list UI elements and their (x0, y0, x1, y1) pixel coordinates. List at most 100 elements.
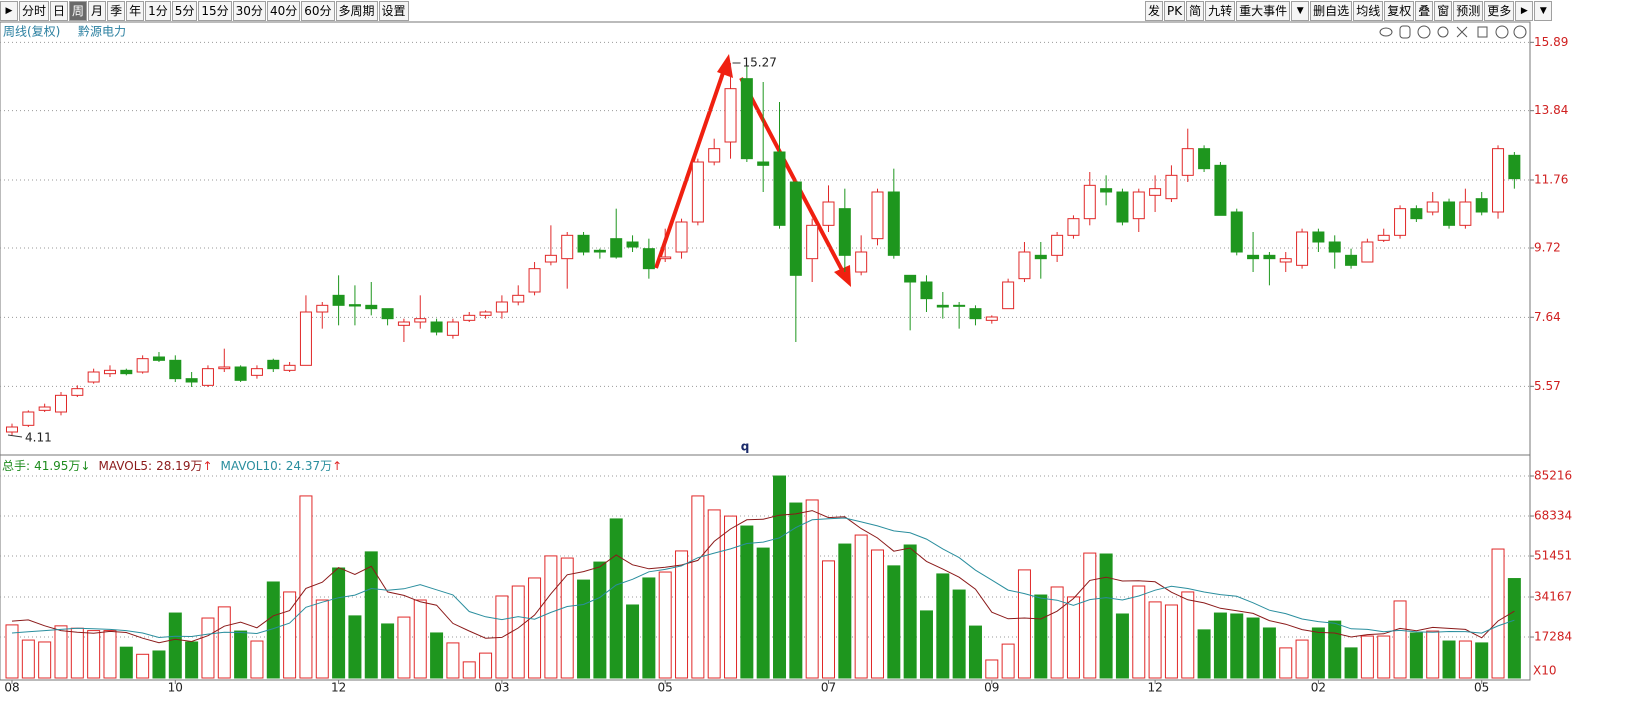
play-icon[interactable] (1417, 25, 1431, 39)
legend-trend: ↓ (80, 459, 90, 473)
candle-body (789, 181, 802, 276)
candle-body (1312, 231, 1325, 243)
tool-button[interactable]: 简 (1186, 1, 1205, 21)
volume-bar (511, 585, 525, 679)
undo-icon[interactable] (1437, 26, 1449, 38)
candle-body (953, 304, 966, 307)
candle-body (1279, 258, 1292, 263)
candle-body (593, 249, 606, 253)
tool-button[interactable]: 叠 (1415, 1, 1434, 21)
panel-icon[interactable]: ▶ (1515, 1, 1534, 21)
period-button[interactable]: 设置 (378, 1, 409, 21)
candle-body (1345, 254, 1358, 266)
period-button[interactable]: 周 (69, 1, 88, 21)
volume-bar (168, 612, 182, 679)
period-button[interactable]: 季 (107, 1, 126, 21)
candle-body (250, 368, 263, 376)
volume-bar (544, 555, 558, 679)
legend-item: MAVOL10: 24.37万↑ (221, 459, 343, 473)
period-button[interactable]: 多周期 (335, 1, 378, 21)
period-button[interactable]: 15分 (198, 1, 232, 21)
tool-button[interactable]: PK (1164, 1, 1186, 21)
volume-bar (968, 625, 982, 679)
volume-bar (332, 567, 346, 679)
candle-body (1100, 188, 1113, 193)
stock-name: 黔源电力 (78, 24, 126, 39)
dropdown-icon[interactable]: ▼ (1534, 1, 1553, 21)
volume-bar (870, 549, 884, 679)
period-button[interactable]: 1分 (145, 1, 171, 21)
candle-body (152, 356, 165, 361)
volume-bar (21, 639, 35, 679)
tool-button[interactable]: 均线 (1353, 1, 1384, 21)
volume-bar (1181, 591, 1195, 679)
dropdown-icon[interactable]: ▼ (1291, 1, 1310, 21)
chart-tools (1379, 25, 1527, 39)
hand-icon[interactable] (1399, 25, 1411, 39)
volume-bar (1050, 586, 1064, 679)
lock-icon[interactable] (1477, 26, 1488, 38)
period-button[interactable]: 年 (126, 1, 145, 21)
candle-body (1002, 281, 1015, 310)
zoom-out-icon[interactable] (1513, 25, 1527, 39)
candle-body (332, 294, 345, 306)
volume-bar (1132, 585, 1146, 679)
period-button[interactable]: 月 (88, 1, 107, 21)
volume-bar (397, 616, 411, 679)
candle-body (38, 406, 51, 411)
candle-body (544, 254, 557, 263)
y-tick-label: 9.72 (1534, 241, 1561, 255)
tool-button[interactable]: 删自选 (1310, 1, 1353, 21)
candle-body (691, 161, 704, 223)
y-tick-label: 7.64 (1534, 310, 1561, 324)
legend-sep: : (148, 459, 152, 473)
arrow-up (654, 69, 726, 269)
candle-body (773, 151, 786, 226)
period-label: 周线(复权) (3, 25, 60, 39)
volume-bar (1458, 640, 1472, 679)
volume-bar (626, 604, 640, 679)
volume-bar (1164, 604, 1178, 679)
tool-button[interactable]: 九转 (1205, 1, 1236, 21)
cut-icon[interactable] (1456, 26, 1468, 38)
candle-body (610, 238, 623, 258)
volume-bar (903, 544, 917, 679)
period-button[interactable]: 5分 (171, 1, 198, 21)
tool-button[interactable]: 更多 (1484, 1, 1515, 21)
candle-body (299, 311, 312, 366)
tool-button[interactable]: 预测 (1453, 1, 1484, 21)
volume-bar (479, 652, 493, 679)
volume-bar (1246, 617, 1260, 679)
unit-note: X10 (1533, 664, 1557, 678)
candle-body (234, 366, 247, 381)
period-button[interactable]: 日 (50, 1, 69, 21)
volume-bar (234, 630, 248, 679)
y-tick-label: 51451 (1534, 549, 1572, 563)
volume-bar (283, 591, 297, 679)
period-button[interactable]: 60分 (301, 1, 335, 21)
tool-button[interactable]: 复权 (1384, 1, 1415, 21)
x-tick-label: 07 (821, 681, 836, 695)
candle-body (724, 88, 737, 143)
nav-icon[interactable]: ▶ (0, 1, 18, 21)
candle-body (1247, 254, 1260, 260)
y-tick-label: 13.84 (1534, 103, 1568, 117)
zoom-in-icon[interactable] (1495, 25, 1509, 39)
period-button[interactable]: 30分 (232, 1, 266, 21)
candle-body (1426, 201, 1439, 213)
candle-body (430, 321, 443, 333)
candle-body (185, 378, 198, 383)
tool-button[interactable]: 发 (1145, 1, 1164, 21)
volume-bar (593, 561, 607, 679)
x-tick-label: 02 (1311, 681, 1326, 695)
tool-button[interactable]: 重大事件 (1236, 1, 1291, 21)
period-button[interactable]: 40分 (266, 1, 301, 21)
pointer (7, 434, 23, 438)
eye-icon[interactable] (1379, 27, 1393, 37)
low-label: 4.11 (25, 431, 52, 445)
legend-value: 41.95万 (34, 459, 80, 473)
candle-body (936, 304, 949, 308)
annotation: q (741, 440, 750, 454)
tool-button[interactable]: 窗 (1434, 1, 1453, 21)
period-button[interactable]: 分时 (19, 1, 50, 21)
